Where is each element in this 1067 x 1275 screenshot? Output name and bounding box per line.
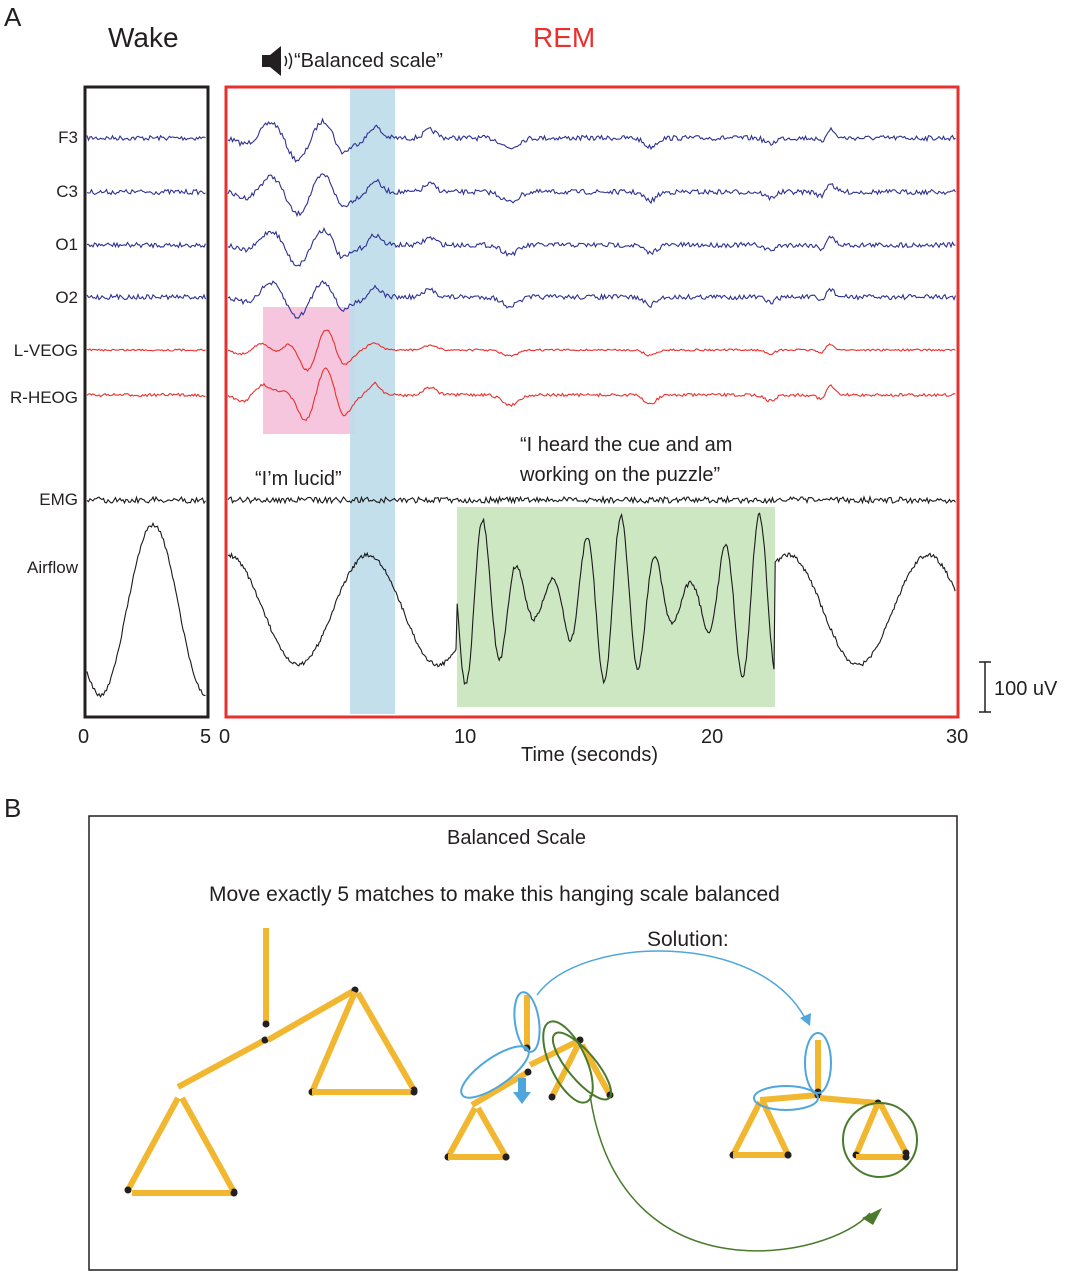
rem-frame xyxy=(224,85,960,719)
match-head xyxy=(524,1068,532,1076)
trace-rem-o1 xyxy=(227,227,956,267)
matchstick-11 xyxy=(528,1037,582,1068)
matchstick-7 xyxy=(179,1096,237,1194)
matchstick-19 xyxy=(819,1095,879,1106)
panel-b-letter: B xyxy=(4,793,22,823)
matchstick-4 xyxy=(355,991,417,1092)
trace-wake-l-veog xyxy=(86,348,206,352)
match-head xyxy=(548,1093,556,1101)
matchstick-1 xyxy=(176,1037,267,1090)
match-head xyxy=(262,1020,270,1028)
quote-cue-line2: working on the puzzle” xyxy=(520,464,721,486)
trace-rem-f3 xyxy=(227,117,956,163)
match-head xyxy=(124,1186,132,1194)
matchstick-3 xyxy=(309,990,358,1094)
channel-label-o1: O1 xyxy=(55,235,78,254)
x-axis-title: Time (seconds) xyxy=(521,744,659,766)
rem-tick-30: 30 xyxy=(946,726,969,748)
cue-text: “Balanced scale” xyxy=(294,50,443,72)
matchstick-20 xyxy=(730,1100,763,1157)
channel-label-emg: EMG xyxy=(39,490,78,509)
matchstick-23 xyxy=(853,1101,881,1157)
match-head xyxy=(230,1189,238,1197)
trace-rem-airflow xyxy=(227,512,956,686)
matchstick-13 xyxy=(579,1043,613,1097)
channel-label-airflow: Airflow xyxy=(26,558,78,577)
quote-cue-line1: “I heard the cue and am xyxy=(520,434,733,456)
matchstick-2 xyxy=(266,987,357,1043)
trace-wake-c3 xyxy=(86,188,206,196)
match-head xyxy=(261,1036,269,1044)
trace-rem-r-heog xyxy=(227,367,956,422)
wake-frame xyxy=(83,85,210,719)
trace-rem-l-veog xyxy=(227,329,956,372)
matchstick-10 xyxy=(470,1069,530,1108)
matchstick-18 xyxy=(759,1092,819,1103)
match-head xyxy=(502,1153,510,1161)
trace-wake-emg xyxy=(86,495,206,505)
trace-wake-o2 xyxy=(86,292,207,301)
channel-label-r-heog: R-HEOG xyxy=(10,388,78,407)
channel-label-o2: O2 xyxy=(55,288,78,307)
channel-label-c3: C3 xyxy=(56,182,78,201)
wake-title: Wake xyxy=(108,22,179,53)
puzzle-highlight xyxy=(457,507,775,707)
match-head xyxy=(784,1151,792,1159)
trace-rem-emg xyxy=(227,494,956,505)
matchstick-12 xyxy=(549,1043,581,1099)
channel-label-l-veog: L-VEOG xyxy=(13,341,78,360)
trace-rem-o2 xyxy=(227,279,957,319)
rem-tick-0: 0 xyxy=(219,726,231,748)
trace-wake-r-heog xyxy=(86,392,206,398)
matchstick-24 xyxy=(877,1101,909,1155)
trace-wake-o1 xyxy=(86,241,207,249)
rem-tick-20: 20 xyxy=(701,726,724,748)
matchstick-6 xyxy=(125,1096,181,1192)
solution-annotations xyxy=(460,950,918,1252)
trace-rem-c3 xyxy=(227,173,956,218)
match-head xyxy=(410,1088,418,1096)
lucid-highlight xyxy=(263,307,355,434)
rem-title: REM xyxy=(533,22,596,53)
matchstick-14 xyxy=(445,1106,478,1159)
trace-wake-airflow xyxy=(86,521,206,699)
match-head xyxy=(902,1153,910,1161)
panel-a-letter: A xyxy=(4,2,22,32)
channel-label-f3: F3 xyxy=(58,128,78,147)
wake-tick-5: 5 xyxy=(200,726,212,748)
puzzle-title: Balanced Scale xyxy=(447,827,586,849)
solution-label: Solution: xyxy=(647,928,729,951)
polysomnography-traces xyxy=(83,85,991,719)
puzzle-instruction: Move exactly 5 matches to make this hang… xyxy=(209,883,780,906)
matchstick-15 xyxy=(475,1106,509,1159)
trace-wake-f3 xyxy=(86,134,206,142)
rem-tick-10: 10 xyxy=(454,726,477,748)
wake-tick-0: 0 xyxy=(78,726,90,748)
quote-lucid: “I’m lucid” xyxy=(255,468,342,490)
matchstick-21 xyxy=(760,1100,791,1157)
scale-bar-label: 100 uV xyxy=(994,678,1058,700)
puzzle-frame xyxy=(88,815,958,1271)
